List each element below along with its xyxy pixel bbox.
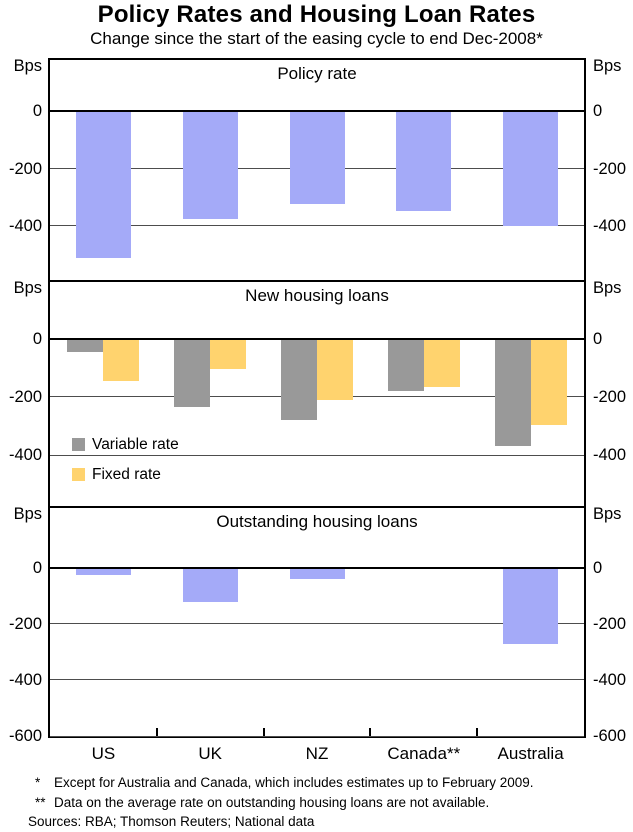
x-axis-label: NZ: [305, 744, 329, 763]
y-tick-label: -200: [593, 614, 627, 633]
legend-item-fixed-rate: Fixed rate: [72, 465, 179, 483]
panel-policy-rate: Policy rate: [50, 60, 584, 282]
x-tick-mark: [262, 728, 265, 736]
y-tick-label: -200: [8, 614, 42, 633]
x-tick-mark: [369, 728, 372, 736]
bar-policy-rate-canada: [396, 111, 452, 212]
panel-title-policy-rate: Policy rate: [277, 64, 357, 83]
x-axis-label: Australia: [497, 744, 564, 763]
bar-fixed-rate-nz: [317, 338, 353, 400]
panel-new-housing-loans: New housing loans Variable rate Fixed ra…: [50, 282, 584, 508]
chart-title: Policy Rates and Housing Loan Rates: [97, 1, 536, 28]
bar-fixed-rate-australia: [530, 338, 567, 425]
bar-fixed-rate-canada: [423, 338, 460, 387]
y-tick-label: -400: [8, 446, 42, 465]
y-axis-unit-label: Bps: [13, 57, 42, 75]
gridline: [50, 735, 584, 737]
panel-title-outstanding-housing-loans: Outstanding housing loans: [216, 512, 418, 531]
panel-outstanding-housing-loans: Outstanding housing loans: [50, 508, 584, 737]
panel-title-new-housing-loans: New housing loans: [245, 286, 389, 305]
y-axis-unit-label: Bps: [13, 279, 42, 297]
gridline: [50, 679, 584, 681]
variable-rate-swatch-icon: [72, 438, 85, 451]
bar-outstanding-housing-loans-us: [75, 567, 131, 575]
y-tick-label: -200: [8, 387, 42, 406]
fixed-rate-swatch-icon: [72, 468, 85, 481]
legend-item-variable-rate: Variable rate: [72, 435, 179, 453]
footnote-1-text: Except for Australia and Canada, which i…: [54, 775, 534, 790]
footnote-2-text: Data on the average rate on outstanding …: [54, 794, 490, 810]
y-tick-label: 0: [593, 329, 603, 348]
y-tick-label: -400: [593, 216, 627, 235]
bar-policy-rate-australia: [503, 111, 559, 226]
footnote-2-marker: **: [35, 794, 46, 810]
bar-outstanding-housing-loans-uk: [182, 567, 238, 602]
sources-text: Sources: RBA; Thomson Reuters; National …: [28, 814, 315, 829]
x-axis-label: UK: [198, 744, 222, 763]
bar-fixed-rate-uk: [210, 338, 247, 370]
bar-variable-rate-uk: [174, 338, 211, 408]
bar-policy-rate-us: [75, 111, 131, 258]
y-tick-label: 0: [32, 329, 42, 348]
x-tick-mark: [155, 728, 158, 736]
y-tick-label: 0: [593, 558, 603, 577]
legend: Variable rate Fixed rate: [72, 435, 179, 497]
y-axis-unit-label: Bps: [593, 505, 622, 523]
chart-subtitle: Change since the start of the easing cyc…: [90, 29, 543, 48]
footnote-1: * Except for Australia and Canada, which…: [28, 773, 624, 793]
x-axis-label: Canada**: [387, 744, 461, 763]
y-tick-label: -400: [593, 446, 627, 465]
footnote-2: ** Data on the average rate on outstandi…: [28, 793, 624, 813]
bar-variable-rate-australia: [494, 338, 531, 447]
y-tick-label: 0: [593, 102, 603, 121]
zero-line: [50, 337, 584, 340]
y-axis-unit-label: Bps: [13, 505, 42, 523]
x-axis-label: US: [91, 744, 116, 763]
y-tick-label: -600: [593, 727, 627, 745]
y-tick-label: -400: [8, 670, 42, 689]
bar-variable-rate-us: [67, 338, 104, 352]
zero-line: [50, 110, 584, 113]
y-tick-label: -600: [8, 727, 42, 745]
gridline: [50, 225, 584, 227]
bar-fixed-rate-us: [103, 338, 140, 381]
y-tick-label: -400: [593, 670, 627, 689]
bar-variable-rate-nz: [281, 338, 317, 421]
y-tick-label: -200: [593, 159, 627, 178]
plot-frame: Policy rate New housing loans Variable r…: [48, 58, 586, 738]
gridline: [50, 623, 584, 625]
bar-policy-rate-uk: [182, 111, 238, 219]
y-tick-label: 0: [32, 102, 42, 121]
legend-label-fixed-rate: Fixed rate: [92, 465, 161, 483]
footnote-1-marker: *: [35, 775, 41, 790]
bar-outstanding-housing-loans-australia: [503, 567, 559, 644]
bar-variable-rate-canada: [387, 338, 424, 392]
zero-line: [50, 566, 584, 569]
y-tick-label: -400: [8, 216, 42, 235]
bar-policy-rate-nz: [289, 111, 345, 205]
legend-label-variable-rate: Variable rate: [92, 435, 179, 453]
gridline: [50, 454, 584, 456]
y-tick-label: 0: [32, 558, 42, 577]
y-tick-label: -200: [8, 159, 42, 178]
footnotes: * Except for Australia and Canada, which…: [28, 773, 624, 832]
x-tick-mark: [476, 728, 479, 736]
y-axis-unit-label: Bps: [593, 279, 622, 297]
y-tick-label: -200: [593, 387, 627, 406]
y-axis-unit-label: Bps: [593, 57, 622, 75]
bar-outstanding-housing-loans-nz: [289, 567, 345, 580]
sources-line: Sources: RBA; Thomson Reuters; National …: [28, 812, 624, 832]
